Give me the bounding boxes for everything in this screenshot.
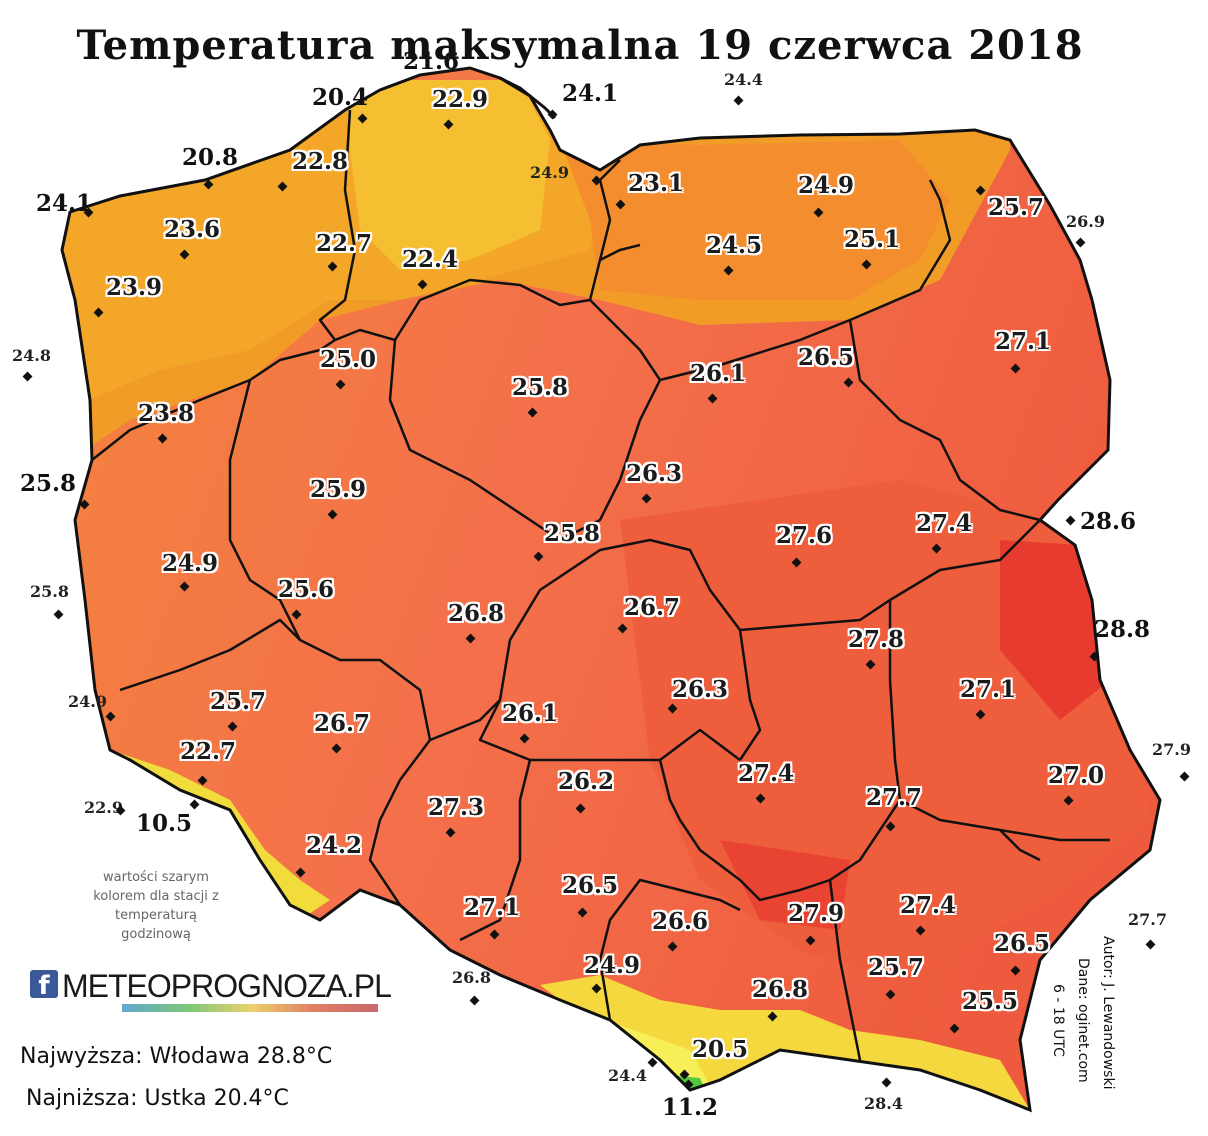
station-value: 26.3 xyxy=(626,460,683,487)
station-value: 23.8 xyxy=(138,400,195,427)
logo-color-bar xyxy=(122,1004,378,1012)
station-value: 26.1 xyxy=(502,700,559,727)
station-value: 22.4 xyxy=(402,246,459,273)
station-value: 25.7 xyxy=(868,954,925,981)
station-value: 20.4 xyxy=(312,84,369,111)
station-value: 27.8 xyxy=(848,626,905,653)
station-value: 25.8 xyxy=(544,520,601,547)
station-value: 26.5 xyxy=(798,344,855,371)
station-value: 27.1 xyxy=(464,894,521,921)
station-value: 20.5 xyxy=(692,1036,749,1063)
station-value: 22.8 xyxy=(292,148,349,175)
credit-hours: 6 - 18 UTC xyxy=(1050,984,1066,1057)
station-value: 25.7 xyxy=(988,194,1045,221)
station-value: 25.1 xyxy=(844,226,901,253)
station-value: 27.9 xyxy=(1152,740,1191,759)
station-value: 26.7 xyxy=(624,594,681,621)
station-value: 22.7 xyxy=(316,230,373,257)
station-value: 24.9 xyxy=(162,550,219,577)
station-value: 10.5 xyxy=(136,810,193,837)
station-value: 22.9 xyxy=(84,798,123,817)
station-value: 26.5 xyxy=(994,930,1051,957)
station-value: 25.8 xyxy=(512,374,569,401)
station-value: 26.5 xyxy=(562,872,619,899)
station-value: 23.9 xyxy=(106,274,163,301)
station-value: 21.6 xyxy=(403,48,460,75)
station-value: 25.0 xyxy=(320,346,377,373)
station-value: 27.1 xyxy=(960,676,1017,703)
legend-note: wartości szarym kolorem dla stacji z tem… xyxy=(93,870,219,942)
station-value: 28.4 xyxy=(864,1094,903,1113)
station-value: 25.9 xyxy=(310,476,367,503)
station-value: 27.3 xyxy=(428,794,485,821)
highest-temperature: Najwyższa: Włodawa 28.8°C xyxy=(20,1044,333,1069)
station-value: 22.9 xyxy=(432,86,489,113)
station-value: 27.4 xyxy=(916,510,973,537)
station-value: 27.6 xyxy=(776,522,833,549)
station-value: 26.8 xyxy=(452,968,491,987)
station-value: 25.5 xyxy=(962,988,1019,1015)
logo-text: METEOPROGNOZA.PL xyxy=(62,968,392,1004)
station-value: 28.8 xyxy=(1094,616,1151,643)
credit-author: Autor: J. Lewandowski xyxy=(1100,936,1116,1090)
credit-data: Dane: oginet.com xyxy=(1075,958,1091,1083)
station-value: 24.1 xyxy=(36,190,93,217)
station-value: 27.4 xyxy=(900,892,957,919)
station-value: 23.6 xyxy=(164,216,221,243)
station-value: 24.9 xyxy=(798,172,855,199)
station-value: 27.9 xyxy=(788,900,845,927)
station-value: 25.8 xyxy=(20,470,77,497)
station-value: 23.1 xyxy=(628,170,685,197)
station-value: 24.9 xyxy=(68,692,107,711)
station-value: 27.4 xyxy=(738,760,795,787)
meteoprognoza-logo[interactable]: f METEOPROGNOZA.PL xyxy=(30,968,392,1014)
station-value: 27.0 xyxy=(1048,762,1105,789)
station-value: 20.8 xyxy=(182,144,239,171)
station-value: 27.7 xyxy=(1128,910,1167,929)
map-title: Temperatura maksymalna 19 czerwca 2018 xyxy=(76,22,1084,69)
station-value: 25.6 xyxy=(278,576,335,603)
station-value: 28.6 xyxy=(1080,508,1137,535)
station-value: 26.9 xyxy=(1066,212,1105,231)
station-value: 26.3 xyxy=(672,676,729,703)
station-value: 26.8 xyxy=(752,976,809,1003)
station-value: 24.9 xyxy=(530,163,569,182)
station-value: 26.7 xyxy=(314,710,371,737)
station-value: 24.4 xyxy=(608,1066,647,1085)
facebook-icon: f xyxy=(30,970,58,1001)
station-value: 24.9 xyxy=(584,952,641,979)
station-value: 27.1 xyxy=(995,328,1052,355)
station-value: 11.2 xyxy=(662,1094,719,1121)
station-value: 27.7 xyxy=(866,784,923,811)
station-value: 24.4 xyxy=(724,70,763,89)
lowest-temperature: Najniższa: Ustka 20.4°C xyxy=(26,1086,289,1111)
station-value: 26.6 xyxy=(652,908,709,935)
station-value: 26.2 xyxy=(558,768,615,795)
station-value: 24.5 xyxy=(706,232,763,259)
station-value: 24.2 xyxy=(306,832,363,859)
station-value: 26.8 xyxy=(448,600,505,627)
station-value: 24.1 xyxy=(562,80,619,107)
station-value: 25.7 xyxy=(210,688,267,715)
station-value: 26.1 xyxy=(690,360,747,387)
station-value: 25.8 xyxy=(30,582,69,601)
station-value: 24.8 xyxy=(12,346,51,365)
station-value: 22.7 xyxy=(180,738,237,765)
